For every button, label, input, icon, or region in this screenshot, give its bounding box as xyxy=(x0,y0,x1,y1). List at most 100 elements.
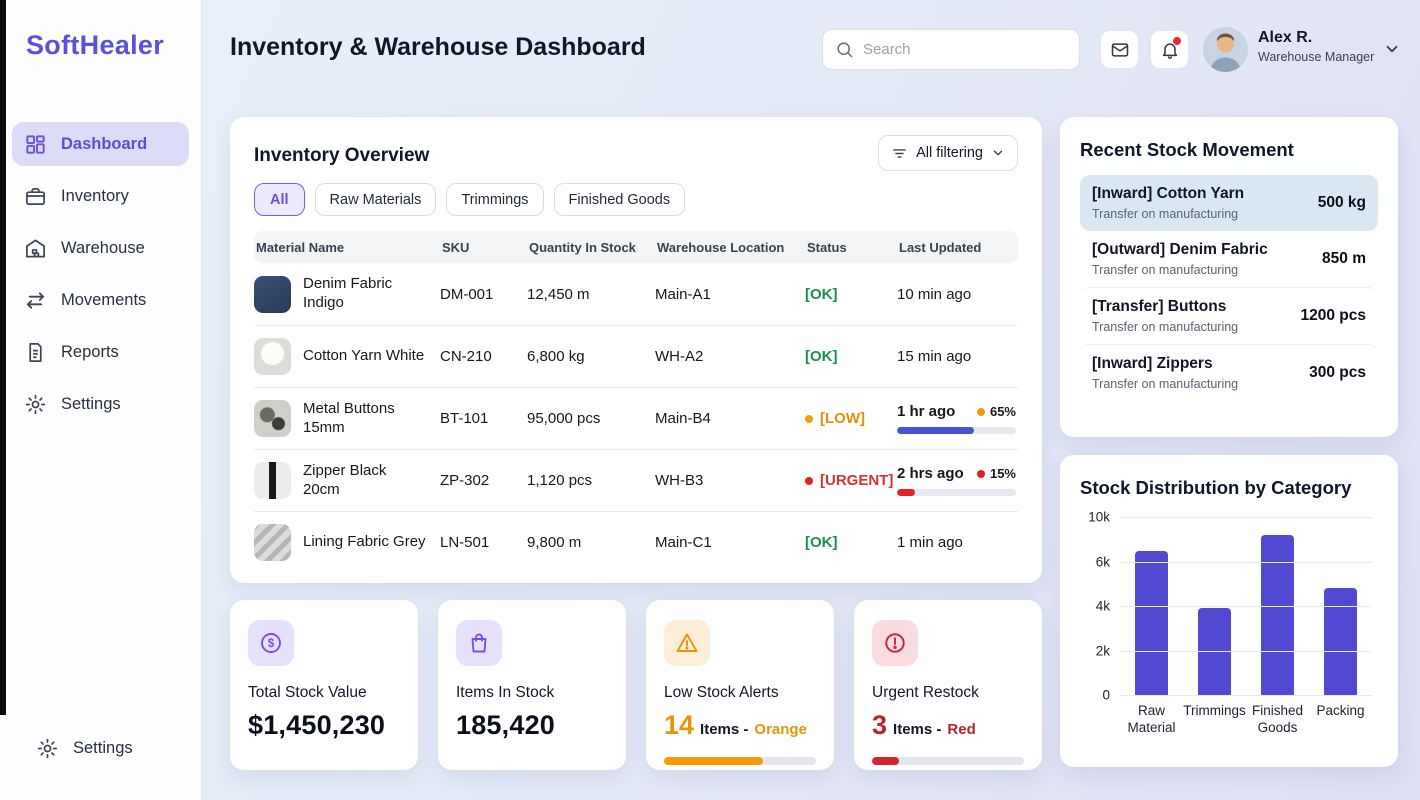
status-badge: [LOW] xyxy=(805,410,897,427)
movement-item-inward-cotton-yarn[interactable]: [Inward] Cotton Yarn Transfer on manufact… xyxy=(1080,175,1378,231)
location-cell: WH-A2 xyxy=(655,348,805,365)
search-input[interactable] xyxy=(863,41,1067,58)
material-thumbnail-lining xyxy=(254,524,291,561)
gridline xyxy=(1120,606,1372,607)
location-cell: WH-B3 xyxy=(655,472,805,489)
user-role: Warehouse Manager xyxy=(1258,50,1374,64)
stock-progress-bar xyxy=(897,427,1016,434)
movement-title: [Outward] Denim Fabric xyxy=(1092,241,1268,259)
location-cell: Main-B4 xyxy=(655,410,805,427)
sidebar-item-settings[interactable]: Settings xyxy=(12,382,189,426)
page-title: Inventory & Warehouse Dashboard xyxy=(230,33,646,62)
y-tick-label: 0 xyxy=(1102,688,1110,703)
material-cell: Zipper Black 20cm xyxy=(254,462,440,500)
filter-button-label: All filtering xyxy=(916,145,983,161)
mail-button[interactable] xyxy=(1100,30,1139,69)
notification-badge xyxy=(1173,37,1181,45)
briefcase-icon xyxy=(24,185,47,208)
quantity-cell: 6,800 kg xyxy=(527,348,655,365)
bar-raw-material xyxy=(1135,551,1168,695)
inventory-overview-card: Inventory Overview All filtering AllRaw … xyxy=(230,117,1042,583)
sidebar-item-label: Inventory xyxy=(61,187,129,206)
user-menu[interactable]: Alex R. Warehouse Manager xyxy=(1258,29,1374,64)
table-row-zp-302[interactable]: Zipper Black 20cmZP-3021,120 pcsWH-B3[UR… xyxy=(254,449,1018,511)
table-header: Material NameSKUQuantity In StockWarehou… xyxy=(254,231,1018,263)
material-name: Zipper Black 20cm xyxy=(303,462,426,500)
warning-triangle-icon xyxy=(664,620,710,666)
stat-count: 14 xyxy=(664,710,694,741)
document-icon xyxy=(24,341,47,364)
gear-icon xyxy=(36,737,59,760)
quantity-cell: 9,800 m xyxy=(527,534,655,551)
movement-text: [Outward] Denim Fabric Transfer on manufa… xyxy=(1092,241,1268,277)
sidebar-item-dashboard[interactable]: Dashboard xyxy=(12,122,189,166)
sidebar-item-movements[interactable]: Movements xyxy=(12,278,189,322)
column-header-material-name: Material Name xyxy=(256,240,442,255)
percent-dot xyxy=(977,408,985,416)
movement-subtitle: Transfer on manufacturing xyxy=(1092,207,1244,221)
movement-title: [Transfer] Buttons xyxy=(1092,298,1238,316)
svg-text:$: $ xyxy=(268,638,275,650)
stat-severity: Orange xyxy=(754,721,807,738)
sidebar-item-label: Warehouse xyxy=(61,239,145,258)
x-tick-label-finished-goods: Finished Goods xyxy=(1246,703,1309,737)
table-row-ln-501[interactable]: Lining Fabric GreyLN-5019,800 mMain-C1[O… xyxy=(254,511,1018,573)
tab-finished-goods[interactable]: Finished Goods xyxy=(554,183,686,216)
movement-item-outward-denim-fabric[interactable]: [Outward] Denim Fabric Transfer on manufa… xyxy=(1080,231,1378,287)
last-updated-text: 2 hrs ago xyxy=(897,465,964,482)
material-cell: Metal Buttons 15mm xyxy=(254,400,440,438)
stat-count: 3 xyxy=(872,710,887,741)
movement-title: [Inward] Cotton Yarn xyxy=(1092,185,1244,203)
status-dot xyxy=(805,415,813,423)
filter-button[interactable]: All filtering xyxy=(878,135,1018,171)
tab-trimmings[interactable]: Trimmings xyxy=(446,183,543,216)
sidebar-footer-item-settings[interactable]: Settings xyxy=(24,726,178,770)
column-header-last-updated: Last Updated xyxy=(899,240,1016,255)
gridline xyxy=(1120,517,1372,518)
chevron-down-icon[interactable] xyxy=(1383,40,1401,58)
sidebar-item-reports[interactable]: Reports xyxy=(12,330,189,374)
table-row-bt-101[interactable]: Metal Buttons 15mmBT-10195,000 pcsMain-B… xyxy=(254,387,1018,449)
table-row-dm-001[interactable]: Denim Fabric IndigoDM-00112,450 mMain-A1… xyxy=(254,263,1018,325)
movement-text: [Inward] ZippersTransfer on manufacturin… xyxy=(1092,355,1238,391)
sidebar-item-warehouse[interactable]: Warehouse xyxy=(12,226,189,270)
stat-severity: Red xyxy=(947,721,975,738)
bar-packing xyxy=(1324,588,1357,695)
material-thumbnail-buttons xyxy=(254,400,291,437)
location-cell: Main-A1 xyxy=(655,286,805,303)
search-box[interactable] xyxy=(822,29,1080,70)
movement-subtitle: Transfer on manufacturing xyxy=(1092,320,1238,334)
notifications-button[interactable] xyxy=(1150,30,1189,69)
movement-quantity: 850 m xyxy=(1322,250,1366,268)
avatar[interactable] xyxy=(1203,27,1248,72)
percent-dot xyxy=(977,470,985,478)
gridline xyxy=(1120,562,1372,563)
dollar-circle-icon: $ xyxy=(248,620,294,666)
movement-item-transfer-buttons[interactable]: [Transfer] Buttons Transfer on manufactur… xyxy=(1080,287,1378,344)
material-cell: Lining Fabric Grey xyxy=(254,524,440,561)
stock-distribution-title: Stock Distribution by Category xyxy=(1080,477,1378,499)
material-cell: Cotton Yarn White xyxy=(254,338,440,375)
stock-progress-bar xyxy=(897,489,1016,496)
material-cell: Denim Fabric Indigo xyxy=(254,275,440,313)
movement-quantity: 1200 pcs xyxy=(1301,307,1367,325)
stock-percent: 15% xyxy=(990,466,1016,481)
tab-all[interactable]: All xyxy=(254,183,305,216)
gear-icon xyxy=(24,393,47,416)
movement-subtitle: Transfer on manufacturing xyxy=(1092,263,1268,277)
column-header-sku: SKU xyxy=(442,240,529,255)
sidebar-item-label: Settings xyxy=(61,395,121,414)
movement-quantity: 500 kg xyxy=(1318,194,1366,212)
tab-raw-materials[interactable]: Raw Materials xyxy=(315,183,437,216)
table-row-cn-210[interactable]: Cotton Yarn WhiteCN-2106,800 kgWH-A2[OK]… xyxy=(254,325,1018,387)
sidebar-item-inventory[interactable]: Inventory xyxy=(12,174,189,218)
stat-value: 185,420 xyxy=(456,710,608,741)
movement-item-inward-zippers[interactable]: [Inward] ZippersTransfer on manufacturin… xyxy=(1080,344,1378,401)
status-badge: [URGENT] xyxy=(805,472,897,489)
stat-unit: Items - xyxy=(893,721,941,738)
y-tick-label: 6k xyxy=(1096,554,1110,569)
y-tick-label: 10k xyxy=(1088,510,1110,525)
bar-finished-goods xyxy=(1261,535,1294,695)
filter-icon xyxy=(891,145,908,162)
material-name: Denim Fabric Indigo xyxy=(303,275,426,313)
